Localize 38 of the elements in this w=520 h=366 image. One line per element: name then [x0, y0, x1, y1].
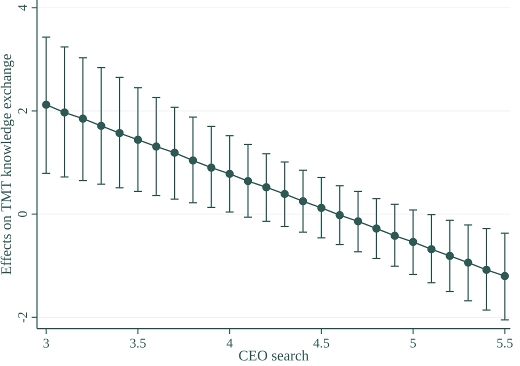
- point: [97, 122, 106, 130]
- x-tick-label: 3.5: [130, 338, 146, 348]
- point: [170, 148, 179, 157]
- x-tick-label: 3: [43, 338, 49, 348]
- point: [317, 204, 326, 212]
- point: [60, 108, 69, 117]
- point: [134, 136, 142, 144]
- point: [78, 114, 88, 123]
- point: [482, 266, 491, 274]
- y-axis-title: Effects on TMT knowledge exchange: [0, 54, 14, 275]
- point: [408, 238, 418, 246]
- x-axis-title: CEO search: [239, 350, 309, 361]
- y-tick-label: 4: [18, 4, 27, 11]
- point: [354, 217, 362, 226]
- point: [446, 252, 454, 260]
- x-tick-label: 5.5: [497, 338, 513, 348]
- point: [207, 164, 216, 172]
- point: [500, 272, 509, 280]
- y-tick-label: -2: [18, 312, 27, 322]
- x-tick-label: 4: [226, 338, 233, 348]
- point: [262, 183, 270, 192]
- point: [188, 156, 198, 165]
- x-tick-label: 4.5: [313, 338, 330, 348]
- point: [226, 170, 234, 178]
- point: [280, 190, 289, 198]
- point: [298, 197, 308, 206]
- point: [244, 176, 252, 186]
- point: [427, 245, 436, 254]
- point: [336, 211, 344, 220]
- x-tick-label: 5: [410, 338, 416, 348]
- y-tick-label: 2: [18, 108, 27, 114]
- y-tick-label: 0: [18, 211, 27, 217]
- point: [152, 142, 160, 151]
- point: [372, 224, 381, 233]
- point: [115, 128, 124, 138]
- point: [390, 232, 399, 240]
- point: [464, 258, 472, 267]
- point: [42, 100, 50, 109]
